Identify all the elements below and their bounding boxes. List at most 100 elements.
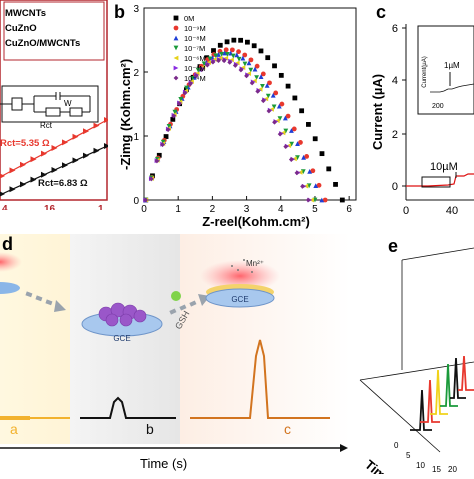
nyquist-chart: b 0 1 2 3 4 5 6 0 1 2 3 0M10⁻⁹M10⁻⁸M10⁻⁷M10⁻⁶M10⁻⁵…	[114, 2, 357, 229]
inset-trace	[430, 83, 474, 93]
panel-c-label: c	[376, 2, 386, 22]
nyquist-point	[279, 101, 285, 107]
panel-a-red-point	[93, 122, 100, 129]
nyquist-point	[319, 197, 325, 203]
nyquist-point	[163, 134, 169, 139]
nyquist-point	[285, 113, 291, 119]
panel-e-tick-0: 0	[394, 441, 399, 450]
nyquist-point	[216, 58, 221, 64]
panel-a-black-point	[62, 162, 68, 169]
nyquist-ylabel: -Zimg (Kohm.cm²)	[118, 59, 133, 170]
nyquist-ytick-label: 2	[133, 68, 139, 79]
nyquist-point	[313, 183, 319, 189]
nyquist-legend-marker	[173, 35, 179, 41]
nyquist-point	[170, 116, 176, 122]
panel-a-red-point	[30, 156, 37, 163]
peak-label-a: a	[10, 421, 18, 437]
panel-a-red-point	[9, 167, 16, 174]
nyquist-point	[221, 58, 227, 64]
trace-b	[80, 396, 176, 419]
nyquist-xtick-label: 3	[244, 204, 250, 215]
panel-b: b 0 1 2 3 4 5 6 0 1 2 3 0M 10⁻⁹M 10⁻⁸M 10⁻⁷M 10⁻⁶M 10⁻⁵…	[108, 0, 368, 230]
nyquist-point	[295, 141, 300, 147]
nyquist-point	[242, 61, 248, 67]
nyquist-point	[216, 52, 221, 57]
nyquist-point	[160, 139, 166, 145]
panel-a-black-point	[72, 157, 79, 164]
circuit-w-label: W	[64, 99, 72, 108]
inset-xtick: 200	[432, 103, 444, 110]
nyquist-point	[224, 39, 230, 45]
panel-a-black-point	[9, 186, 16, 193]
nyquist-point	[333, 181, 338, 187]
panel-d-schematic: d GCE GSH Mn²⁺ GCE	[0, 234, 350, 471]
nyquist-point	[312, 136, 318, 142]
nyquist-point	[278, 72, 284, 78]
nyquist-point	[176, 101, 182, 107]
nyquist-point	[304, 154, 310, 159]
nyquist-point	[231, 37, 237, 43]
panel-d: d GCE GSH Mn²⁺ GCE	[0, 230, 350, 474]
nyquist-point	[339, 197, 345, 203]
panel-c-ylabel: Current (µA)	[370, 74, 385, 150]
nyquist-point	[270, 92, 276, 98]
panel-c-ytick-4: 4	[392, 75, 398, 87]
nyquist-point	[178, 96, 184, 102]
panel-e-tick-5: 5	[406, 451, 411, 460]
panel-b-label: b	[114, 2, 125, 22]
panel-e-tick-10: 10	[416, 461, 425, 470]
nyquist-point	[172, 109, 178, 115]
nyquist-xtick-label: 2	[210, 204, 216, 215]
nyquist-point	[307, 168, 313, 174]
nyquist-legend-label: 10⁻⁵M	[184, 64, 206, 73]
nyquist-point	[193, 73, 199, 79]
nyquist-point	[190, 75, 195, 81]
nyquist-point	[232, 63, 238, 68]
nyquist-legend-marker	[173, 45, 179, 51]
panel-a-xtick-2: 16	[44, 204, 56, 210]
nyquist-point	[260, 83, 265, 89]
nyquist-point	[156, 152, 162, 158]
stage-a-electrode	[0, 282, 20, 294]
panel-a-black-point	[41, 171, 47, 178]
nyquist-xtick-label: 4	[278, 204, 284, 215]
nyquist-point	[306, 122, 311, 127]
nyquist-legend-label: 0M	[184, 14, 194, 23]
nyquist-point	[184, 85, 189, 91]
nyquist-point	[252, 66, 258, 72]
nyquist-point	[272, 119, 277, 125]
stage-b-gce-label: GCE	[113, 334, 130, 343]
nyquist-point	[254, 75, 260, 81]
nyquist-point	[222, 50, 228, 56]
stage-b-bg	[70, 234, 180, 444]
nyquist-point	[299, 108, 305, 114]
nyquist-point	[219, 51, 224, 57]
nyquist-point	[258, 74, 264, 79]
nyquist-xtick-label: 0	[141, 204, 147, 215]
panel-a-red-point	[104, 117, 110, 123]
nyquist-point	[326, 166, 332, 172]
panel-c-inset	[417, 25, 474, 115]
nyquist-frame	[143, 7, 357, 201]
panel-a-black-point	[51, 167, 58, 173]
nyquist-legend-marker	[173, 15, 179, 21]
trace-c	[190, 339, 330, 419]
nyquist-point	[257, 86, 263, 92]
nyquist-point	[322, 197, 328, 203]
nyquist-xtick-label: 5	[312, 204, 318, 215]
nyquist-point	[282, 115, 288, 121]
nyquist-point	[182, 90, 188, 96]
nyquist-point	[238, 37, 244, 43]
panel-a-black-point	[30, 176, 37, 183]
panel-a-red-point	[41, 150, 47, 157]
panel-a-red-point	[0, 173, 5, 179]
nyquist-point	[260, 71, 266, 77]
nyquist-point	[286, 143, 292, 149]
nyquist-point	[225, 51, 230, 57]
nyquist-point	[295, 155, 300, 161]
panel-a-black-point	[83, 152, 89, 159]
nyquist-point	[260, 98, 266, 104]
inset-ylabel: Current(µA)	[422, 56, 428, 87]
panel-a-black-point	[104, 143, 110, 149]
